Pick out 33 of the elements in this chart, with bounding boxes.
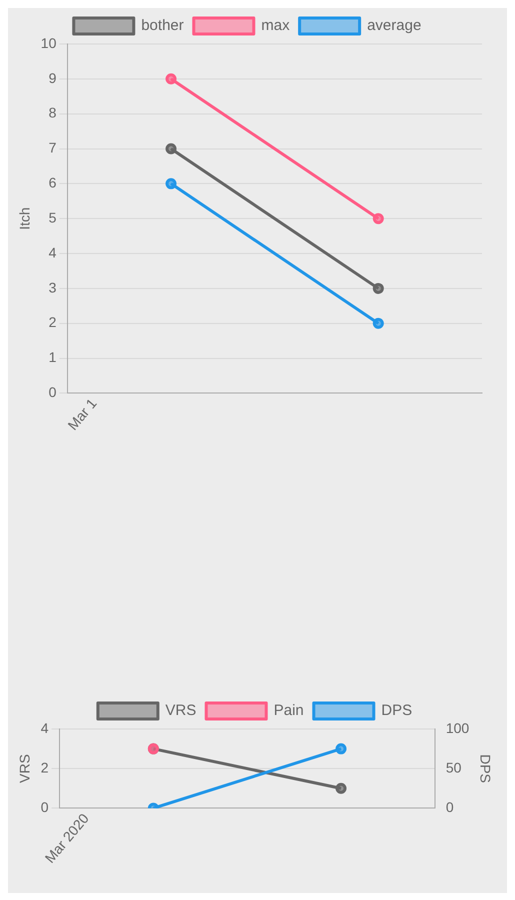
y-tick-label: 4 — [40, 720, 49, 736]
legend-label: average — [367, 17, 422, 34]
point — [166, 143, 177, 154]
y-tick-label: 2 — [48, 314, 57, 330]
y-tick-label: 10 — [40, 34, 57, 51]
y-tick-label: 4 — [48, 244, 57, 260]
y-tick-label: 3 — [48, 279, 57, 296]
point — [372, 318, 384, 329]
text: Mar 1 — [64, 395, 100, 434]
legend-label: VRS — [165, 702, 196, 720]
y2-tick-label: 100 — [446, 720, 470, 736]
legend-label: max — [261, 17, 290, 34]
y-tick-label: 0 — [40, 799, 49, 816]
y-axis-title: Itch — [16, 207, 32, 230]
y-tick-label: 5 — [48, 209, 57, 226]
point — [372, 213, 384, 224]
legend-label: bother — [141, 17, 184, 34]
y-tick-label: 7 — [48, 140, 57, 156]
legend-label: Pain — [274, 702, 304, 720]
y2-tick-label: 50 — [446, 759, 462, 776]
legend-label: DPS — [381, 702, 412, 720]
point — [166, 73, 177, 84]
y2-tick-label: 0 — [446, 799, 454, 816]
y2-axis-title: DPS — [478, 754, 494, 783]
y-tick-label: 1 — [48, 349, 57, 366]
y-tick-label: 8 — [48, 104, 57, 121]
y-tick-label: 0 — [48, 384, 57, 400]
point — [372, 282, 384, 294]
point — [166, 178, 177, 190]
y-axis-title: VRS — [16, 754, 32, 783]
y-tick-label: 6 — [48, 174, 57, 191]
y-tick-label: 2 — [40, 759, 49, 776]
y-tick-label: 9 — [48, 70, 57, 86]
